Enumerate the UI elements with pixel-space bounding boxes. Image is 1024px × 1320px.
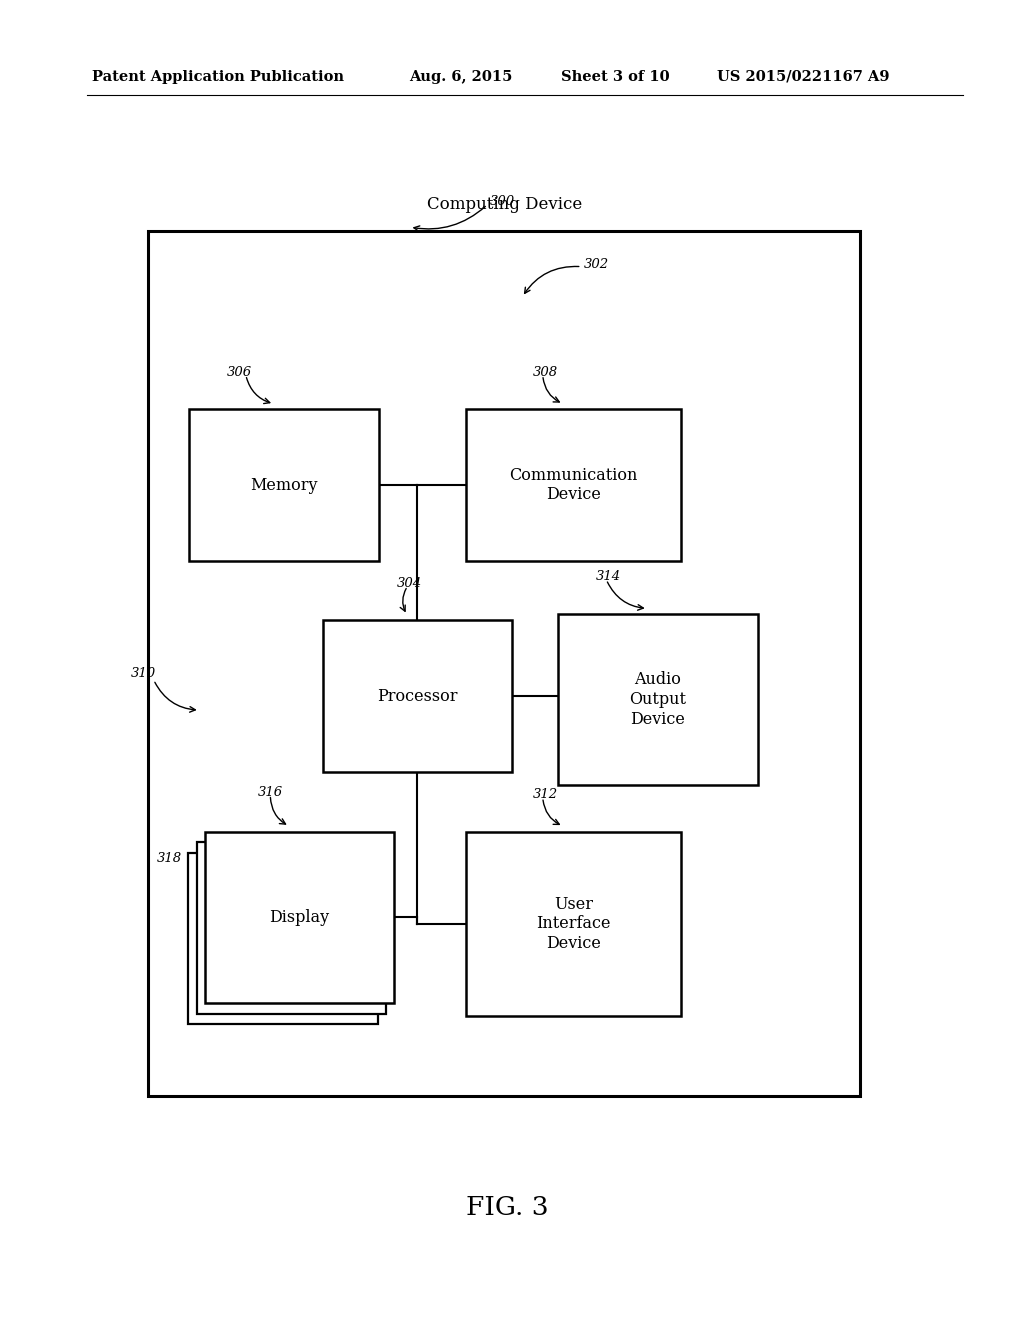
Text: 314: 314 — [596, 570, 622, 583]
Text: Communication
Device: Communication Device — [509, 467, 638, 503]
Text: 302: 302 — [584, 257, 609, 271]
Bar — [188, 853, 378, 1024]
Text: 304: 304 — [397, 577, 423, 590]
Text: US 2015/0221167 A9: US 2015/0221167 A9 — [717, 70, 889, 83]
Bar — [466, 409, 681, 561]
Bar — [558, 614, 758, 785]
Text: FIG. 3: FIG. 3 — [466, 1196, 548, 1220]
Bar — [205, 832, 394, 1003]
Text: Memory: Memory — [251, 477, 317, 494]
Text: 318: 318 — [157, 851, 182, 865]
Text: 312: 312 — [532, 788, 558, 801]
Bar — [466, 832, 681, 1016]
Bar — [189, 409, 379, 561]
Text: Processor: Processor — [377, 688, 458, 705]
Text: Sheet 3 of 10: Sheet 3 of 10 — [561, 70, 670, 83]
Bar — [148, 231, 860, 1096]
Text: Aug. 6, 2015: Aug. 6, 2015 — [410, 70, 513, 83]
Text: 310: 310 — [131, 667, 157, 680]
Text: 308: 308 — [532, 366, 558, 379]
Bar — [323, 620, 512, 772]
Text: Display: Display — [269, 909, 330, 925]
Text: 300: 300 — [489, 195, 515, 209]
Text: User
Interface
Device: User Interface Device — [537, 896, 610, 952]
Text: Patent Application Publication: Patent Application Publication — [92, 70, 344, 83]
Text: Computing Device: Computing Device — [427, 197, 583, 213]
Text: 316: 316 — [258, 785, 284, 799]
Text: Audio
Output
Device: Audio Output Device — [630, 672, 686, 727]
Bar — [197, 842, 386, 1014]
Text: 306: 306 — [227, 366, 253, 379]
